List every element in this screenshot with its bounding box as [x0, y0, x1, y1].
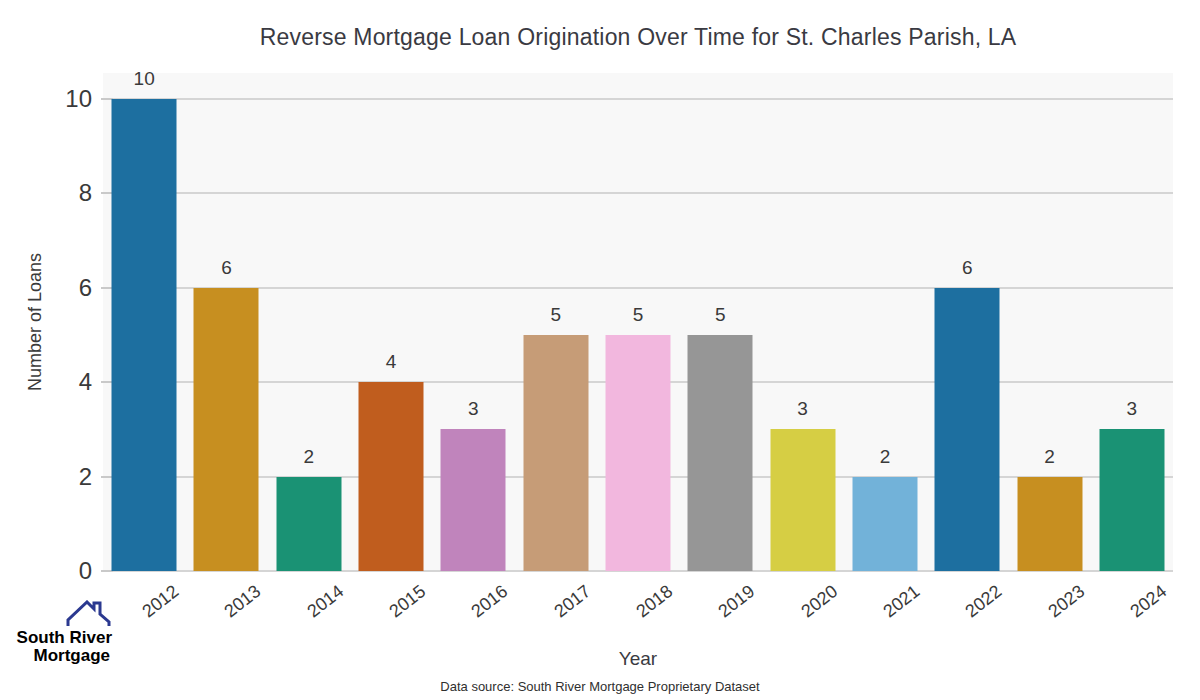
x-tick-slot: 2022 [926, 571, 1008, 633]
logo: South River Mortgage [14, 600, 112, 664]
y-tick-label: 8 [79, 181, 92, 205]
bar-value-label: 2 [880, 446, 891, 468]
house-roof-icon [66, 600, 112, 628]
x-tick-label-2015: 2015 [386, 581, 430, 622]
bar-slot-2023: 2 [1008, 73, 1090, 571]
x-tick-label-2023: 2023 [1044, 581, 1088, 622]
x-tick-label-2019: 2019 [715, 581, 759, 622]
bar-slot-2022: 6 [926, 73, 1008, 571]
x-tick-slot: 2017 [515, 571, 597, 633]
bar-slot-2012: 10 [103, 73, 185, 571]
x-tick-slot: 2021 [844, 571, 926, 633]
bar-value-label: 4 [386, 351, 397, 373]
x-tick-slot: 2020 [762, 571, 844, 633]
data-source-note: Data source: South River Mortgage Propri… [0, 679, 1200, 694]
x-tick-label-2014: 2014 [303, 581, 347, 622]
x-tick-slot: 2023 [1008, 571, 1090, 633]
bar-2018 [606, 335, 671, 571]
y-tick-label: 2 [79, 465, 92, 489]
bar-2021 [852, 477, 917, 571]
chart-page: Reverse Mortgage Loan Origination Over T… [0, 0, 1200, 700]
bar-slot-2024: 3 [1091, 73, 1173, 571]
bar-value-label: 5 [550, 304, 561, 326]
bars-container: 10 6 2 4 3 5 5 5 3 2 6 2 3 [103, 73, 1173, 571]
bar-value-label: 5 [633, 304, 644, 326]
bar-slot-2017: 5 [515, 73, 597, 571]
x-tick-slot: 2015 [350, 571, 432, 633]
x-tick-slot: 2016 [432, 571, 514, 633]
y-tick-label: 10 [65, 87, 92, 111]
bar-slot-2014: 2 [268, 73, 350, 571]
bar-2024 [1099, 429, 1164, 571]
x-tick-label-2013: 2013 [221, 581, 265, 622]
bar-value-label: 3 [797, 398, 808, 420]
y-axis: 0246810 [0, 73, 103, 571]
x-tick-slot: 2013 [185, 571, 267, 633]
x-tick-label-2020: 2020 [797, 581, 841, 622]
y-tick-label: 4 [79, 370, 92, 394]
x-tick-label-2021: 2021 [879, 581, 923, 622]
x-tick-slot: 2014 [268, 571, 350, 633]
bar-2019 [688, 335, 753, 571]
x-tick-label-2017: 2017 [550, 581, 594, 622]
x-tick-label-2012: 2012 [139, 581, 183, 622]
y-tick-label: 0 [79, 559, 92, 583]
bar-slot-2018: 5 [597, 73, 679, 571]
bar-2014 [276, 477, 341, 571]
bar-value-label: 6 [221, 257, 232, 279]
x-axis: 2012 2013 2014 2015 2016 2017 2018 2019 2020 2021… [103, 571, 1173, 633]
plot-area: 10 6 2 4 3 5 5 5 3 2 6 2 3 [103, 73, 1173, 571]
bar-value-label: 3 [1127, 398, 1138, 420]
bar-2012 [112, 99, 177, 571]
bar-2022 [935, 288, 1000, 571]
bar-value-label: 3 [468, 398, 479, 420]
bar-value-label: 6 [962, 257, 973, 279]
bar-2015 [359, 382, 424, 571]
bar-slot-2016: 3 [432, 73, 514, 571]
bar-2020 [770, 429, 835, 571]
x-tick-label-2018: 2018 [632, 581, 676, 622]
y-axis-title: Number of Loans [25, 253, 46, 391]
x-tick-slot: 2012 [103, 571, 185, 633]
x-tick-slot: 2024 [1091, 571, 1173, 633]
bar-2016 [441, 429, 506, 571]
x-tick-slot: 2019 [679, 571, 761, 633]
x-tick-label-2024: 2024 [1126, 581, 1170, 622]
y-tick-label: 6 [79, 276, 92, 300]
chart-title: Reverse Mortgage Loan Origination Over T… [103, 24, 1173, 51]
x-tick-label-2022: 2022 [962, 581, 1006, 622]
bar-value-label: 5 [715, 304, 726, 326]
bar-value-label: 2 [1044, 446, 1055, 468]
logo-text-line1: South River [14, 629, 112, 646]
bar-slot-2015: 4 [350, 73, 432, 571]
bar-value-label: 2 [303, 446, 314, 468]
bar-2013 [194, 288, 259, 571]
x-tick-slot: 2018 [597, 571, 679, 633]
bar-slot-2021: 2 [844, 73, 926, 571]
bar-slot-2019: 5 [679, 73, 761, 571]
bar-slot-2020: 3 [762, 73, 844, 571]
bar-2017 [523, 335, 588, 571]
bar-2023 [1017, 477, 1082, 571]
bar-value-label: 10 [134, 68, 155, 90]
bar-slot-2013: 6 [185, 73, 267, 571]
logo-text-line2: Mortgage [14, 647, 112, 664]
x-axis-title: Year [103, 648, 1173, 670]
x-tick-label-2016: 2016 [468, 581, 512, 622]
